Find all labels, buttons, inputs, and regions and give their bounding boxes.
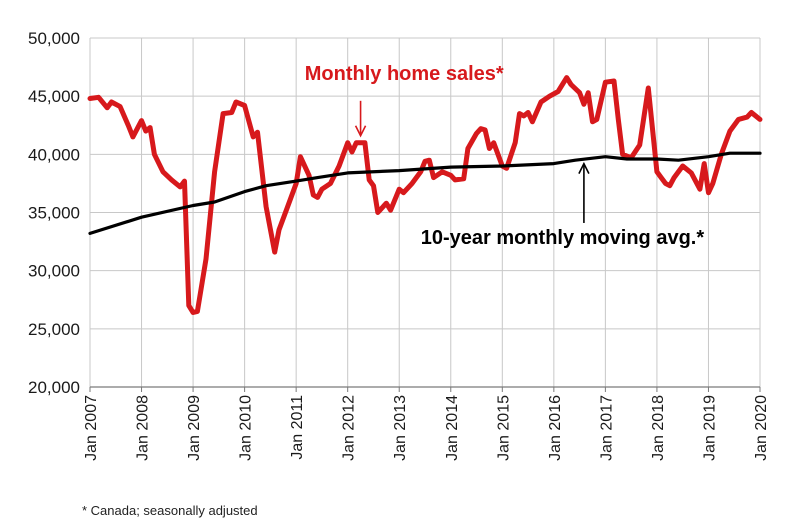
footnote: * Canada; seasonally adjusted: [82, 503, 258, 518]
annotation-monthly-sales: Monthly home sales*: [305, 63, 504, 85]
gridlines: [89, 37, 761, 388]
y-tick-label: 35,000: [28, 204, 80, 223]
x-tick-label: Jan 2019: [701, 395, 718, 461]
y-axis-ticks: 20,000 25,000 30,000 35,000 40,000 45,000 50,0…: [28, 29, 80, 397]
series-line-monthly-sales: [87, 75, 763, 315]
y-tick-label: 40,000: [28, 145, 80, 164]
y-tick-label: 50,000: [28, 29, 80, 48]
y-tick-label: 20,000: [28, 378, 80, 397]
annotations: Monthly home sales* 10-year monthly movin…: [305, 63, 705, 249]
x-axis-ticks: Jan 2007 Jan 2008 Jan 2009 Jan 2010 Jan 2011…: [83, 387, 770, 461]
x-tick-label: Jan 2014: [444, 395, 461, 461]
y-tick-label: 25,000: [28, 320, 80, 339]
x-tick-label: Jan 2007: [83, 395, 100, 461]
x-tick-label: Jan 2012: [341, 395, 358, 461]
y-tick-label: 45,000: [28, 87, 80, 106]
annotation-arrow-head: [354, 125, 367, 138]
x-tick-label: Jan 2018: [650, 395, 667, 461]
x-tick-label: Jan 2020: [753, 395, 770, 461]
y-tick-label: 30,000: [28, 262, 80, 281]
x-tick-label: Jan 2015: [495, 395, 512, 461]
x-tick-label: Jan 2008: [135, 395, 152, 461]
x-tick-label: Jan 2009: [186, 395, 203, 461]
x-tick-label: Jan 2010: [238, 395, 255, 461]
line-chart: 20,000 25,000 30,000 35,000 40,000 45,000 50,0…: [28, 29, 770, 461]
x-tick-label: Jan 2013: [392, 395, 409, 461]
annotation-moving-average: 10-year monthly moving avg.*: [421, 227, 705, 249]
series-line-moving-average: [88, 151, 762, 235]
x-tick-label: Jan 2016: [547, 395, 564, 461]
x-tick-label: Jan 2017: [598, 395, 615, 461]
x-tick-label: Jan 2011: [289, 395, 306, 460]
annotation-arrow-head: [578, 161, 590, 174]
series-lines: [87, 75, 763, 315]
